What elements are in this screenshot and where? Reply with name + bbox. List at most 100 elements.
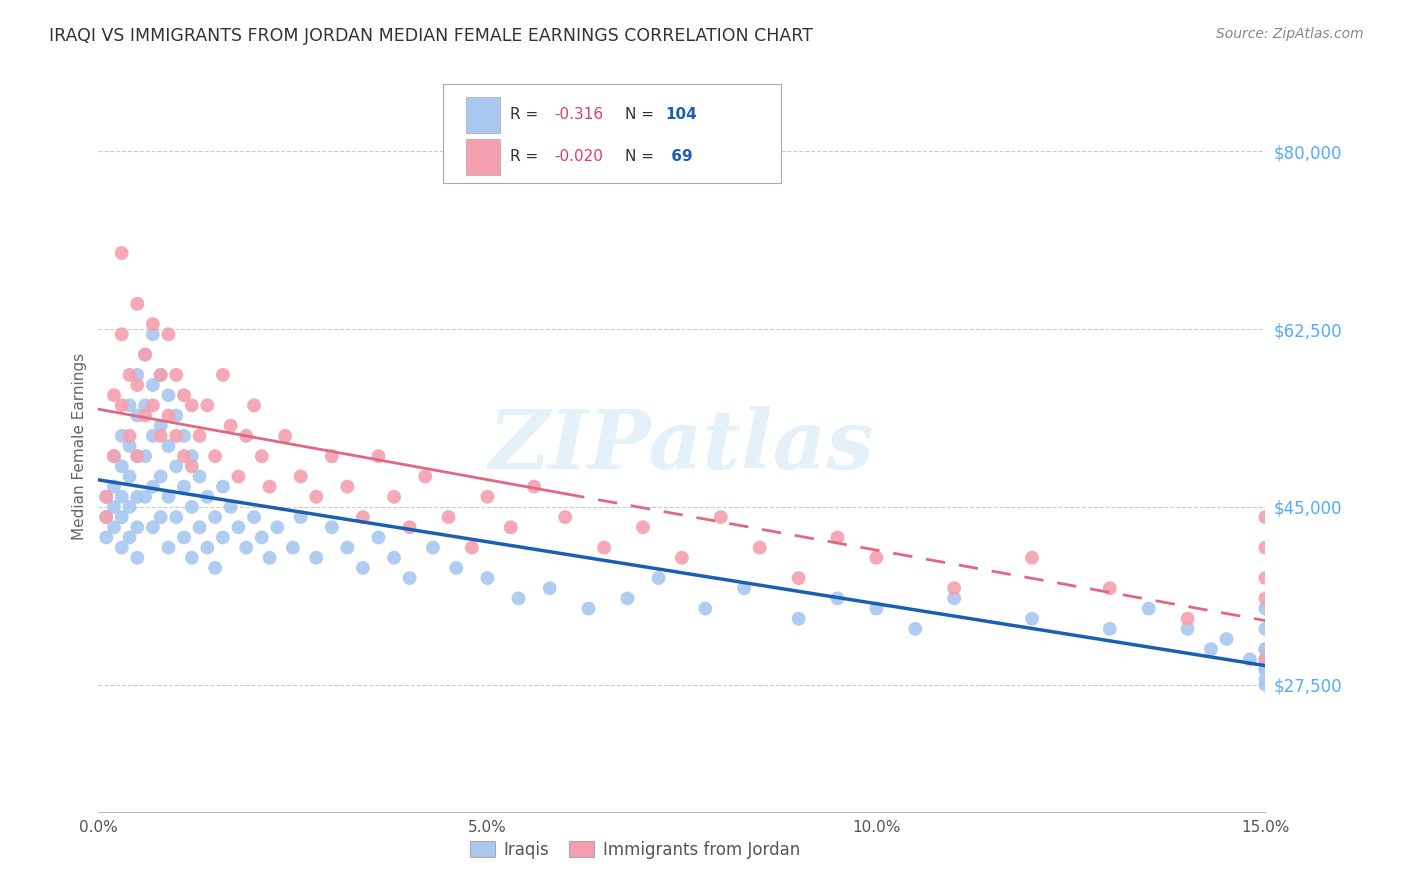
Point — [103, 449, 125, 463]
Text: IRAQI VS IMMIGRANTS FROM JORDAN MEDIAN FEMALE EARNINGS CORRELATION CHART: IRAQI VS IMMIGRANTS FROM JORDAN MEDIAN F… — [49, 27, 813, 45]
Point — [118, 469, 141, 483]
Point — [437, 510, 460, 524]
Point — [1098, 581, 1121, 595]
Point — [219, 500, 242, 514]
Point — [367, 449, 389, 463]
Point — [157, 388, 180, 402]
Point — [1254, 541, 1277, 555]
Point — [157, 409, 180, 423]
Point — [180, 500, 202, 514]
Point — [111, 490, 134, 504]
Point — [290, 510, 312, 524]
Point — [173, 429, 195, 443]
Text: 104: 104 — [665, 107, 697, 122]
Point — [748, 541, 770, 555]
Point — [538, 581, 561, 595]
Point — [103, 500, 125, 514]
Point — [195, 398, 218, 412]
Text: R =: R = — [510, 107, 538, 122]
Point — [118, 398, 141, 412]
Point — [118, 368, 141, 382]
Point — [134, 347, 156, 362]
Point — [477, 490, 499, 504]
Point — [142, 520, 165, 534]
Point — [274, 429, 297, 443]
Point — [111, 541, 134, 555]
Point — [165, 368, 187, 382]
Point — [165, 459, 187, 474]
Point — [127, 378, 149, 392]
Point — [787, 612, 810, 626]
Text: N =: N = — [624, 149, 654, 164]
Point — [943, 591, 966, 606]
Point — [127, 520, 149, 534]
Point — [1098, 622, 1121, 636]
Point — [127, 368, 149, 382]
Point — [554, 510, 576, 524]
Point — [111, 429, 134, 443]
Point — [142, 327, 165, 342]
Point — [398, 571, 420, 585]
Point — [499, 520, 522, 534]
Point — [180, 449, 202, 463]
Point — [235, 429, 257, 443]
Point — [127, 550, 149, 565]
Point — [1254, 601, 1277, 615]
Point — [111, 510, 134, 524]
Text: R =: R = — [510, 149, 538, 164]
Text: ZIPatlas: ZIPatlas — [489, 406, 875, 486]
Point — [1239, 652, 1261, 666]
Point — [142, 429, 165, 443]
Text: 69: 69 — [665, 149, 692, 164]
Point — [157, 541, 180, 555]
Point — [1177, 622, 1199, 636]
Point — [827, 591, 849, 606]
Point — [142, 378, 165, 392]
Point — [228, 520, 250, 534]
Point — [1254, 510, 1277, 524]
Point — [212, 480, 235, 494]
Point — [157, 490, 180, 504]
Point — [243, 510, 266, 524]
Point — [127, 297, 149, 311]
Point — [118, 530, 141, 544]
Point — [127, 409, 149, 423]
Point — [321, 520, 343, 534]
Point — [219, 418, 242, 433]
Point — [127, 490, 149, 504]
Point — [352, 561, 374, 575]
Point — [165, 409, 187, 423]
Point — [1254, 663, 1277, 677]
Point — [96, 490, 118, 504]
Point — [1254, 591, 1277, 606]
Point — [477, 571, 499, 585]
Point — [195, 490, 218, 504]
Point — [413, 469, 436, 483]
Point — [266, 520, 288, 534]
Point — [508, 591, 530, 606]
Point — [157, 439, 180, 453]
Point — [195, 541, 218, 555]
Point — [118, 429, 141, 443]
Point — [180, 398, 202, 412]
Point — [398, 520, 420, 534]
Point — [647, 571, 669, 585]
Point — [127, 449, 149, 463]
Point — [111, 459, 134, 474]
Point — [1254, 652, 1277, 666]
Point — [1177, 612, 1199, 626]
Point — [165, 510, 187, 524]
Text: -0.020: -0.020 — [555, 149, 603, 164]
Point — [173, 530, 195, 544]
Point — [243, 398, 266, 412]
Point — [1254, 622, 1277, 636]
Point — [96, 510, 118, 524]
Point — [118, 439, 141, 453]
Point — [305, 550, 328, 565]
Point — [1254, 642, 1277, 657]
Point — [188, 429, 211, 443]
Point — [204, 510, 226, 524]
FancyBboxPatch shape — [465, 139, 501, 175]
Point — [157, 327, 180, 342]
Point — [1254, 571, 1277, 585]
